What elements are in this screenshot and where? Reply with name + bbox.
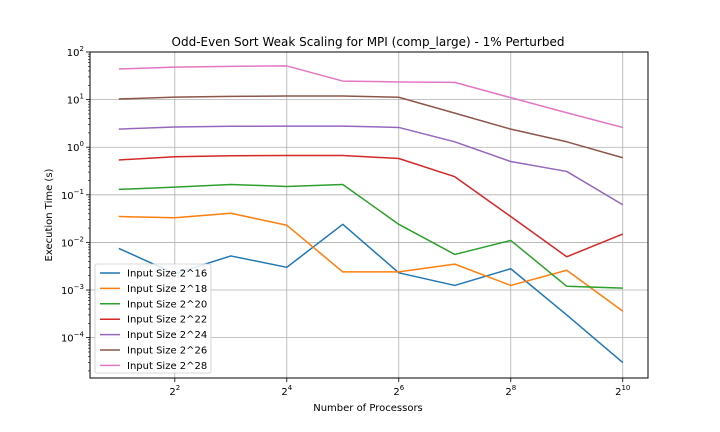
- legend-label-5: Input Size 2^24: [127, 330, 207, 341]
- legend-label-7: Input Size 2^28: [127, 361, 207, 372]
- y-tick-label: 100: [67, 140, 84, 154]
- series-line-4: [118, 154, 624, 258]
- legend-label-2: Input Size 2^18: [127, 284, 207, 295]
- y-tick-label: 10−4: [61, 331, 85, 345]
- series-line-5: [118, 125, 624, 206]
- legend-label-3: Input Size 2^20: [127, 299, 207, 310]
- series-line-7: [118, 65, 623, 129]
- plot-frame: [89, 51, 649, 379]
- x-tick-label: 24: [281, 384, 292, 398]
- y-axis-label: Execution Time (s): [44, 168, 55, 261]
- y-tick-label: 101: [67, 93, 84, 107]
- legend: Input Size 2^16 Input Size 2^18 Input Size…: [94, 263, 212, 374]
- x-tick-label: 28: [505, 384, 516, 398]
- y-tick-label: 10−2: [61, 235, 84, 249]
- series-lines: [118, 65, 624, 364]
- legend-label-4: Input Size 2^22: [127, 315, 207, 326]
- series-line-3: [118, 183, 623, 289]
- y-tick-label: 102: [67, 45, 84, 59]
- series-line-2: [118, 212, 624, 312]
- y-tick-label: 10−3: [61, 283, 84, 297]
- y-axis-ticks: 10−4 10−3 10−2 10−1 100 101 102: [61, 45, 90, 372]
- x-tick-label: 210: [615, 384, 630, 398]
- x-axis-ticks: 22 24 26 28 210: [169, 378, 630, 398]
- x-tick-label: 26: [393, 384, 404, 398]
- legend-label-1: Input Size 2^16: [127, 269, 207, 280]
- chart-title: Odd-Even Sort Weak Scaling for MPI (comp…: [172, 35, 565, 49]
- x-tick-label: 22: [169, 384, 180, 398]
- y-tick-label: 10−1: [61, 188, 84, 202]
- x-axis-label: Number of Processors: [313, 403, 423, 414]
- series-line-6: [118, 95, 623, 159]
- legend-label-6: Input Size 2^26: [127, 346, 207, 357]
- grid: [90, 51, 648, 378]
- legend-box: [94, 263, 212, 374]
